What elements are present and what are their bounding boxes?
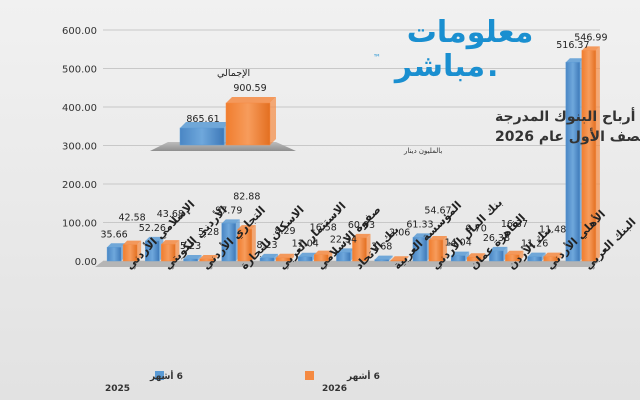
- logo-dot: .: [487, 49, 498, 84]
- inset-bar-2026: [226, 97, 276, 145]
- logo-line2: مباشر: [393, 49, 485, 84]
- bar-2025-front: [528, 257, 542, 261]
- logo: معلومات مباشر ™ .: [373, 15, 533, 84]
- y-tick-label: 100.00: [62, 219, 97, 230]
- chart-title-line1: أرباح البنوك المدرجة: [495, 107, 635, 125]
- inset-label-2025: 865.61: [186, 114, 219, 125]
- bar-2025-front: [260, 258, 274, 261]
- inset-bar-2026-side: [270, 97, 276, 145]
- legend-label-2026-line2: 2026: [322, 384, 347, 394]
- legend-label-2025-line1: 6 أشهر: [149, 370, 183, 382]
- bar-2025: [107, 243, 125, 261]
- legend-label-2025-line2: 2025: [105, 384, 130, 394]
- value-label-2026: 82.88: [233, 191, 260, 202]
- bar-2025: [375, 256, 393, 261]
- value-label-2026: 546.99: [574, 32, 607, 43]
- total-inset: الإجمالي 865.61 900.59: [150, 68, 296, 151]
- logo-line1: معلومات: [407, 15, 534, 50]
- inset-bar-2025: [180, 122, 230, 145]
- inset-label-2026: 900.59: [233, 83, 266, 94]
- inset-bar-2026-front: [226, 103, 270, 145]
- bar-2025-front: [375, 260, 389, 261]
- inset-title: الإجمالي: [217, 68, 250, 79]
- legend-swatch-2026: [305, 371, 314, 380]
- bar-2025-front: [298, 257, 312, 261]
- bar-2026-side: [596, 46, 600, 261]
- y-axis: 0.00 100.00 200.00 300.00 400.00 500.00 600.00: [62, 26, 97, 268]
- legend: 6 أشهر 2025 6 أشهر 2026: [60, 364, 440, 398]
- y-tick-label: 600.00: [62, 26, 97, 37]
- chart-title-line2: النصف الأول عام 2026: [495, 128, 640, 145]
- y-tick-label: 0.00: [75, 257, 97, 268]
- bar-2025-front: [107, 247, 121, 261]
- logo-trademark: ™: [373, 53, 381, 62]
- bar-2025-front: [184, 259, 198, 261]
- inset-bar-2026-top: [226, 97, 276, 103]
- y-tick-label: 300.00: [62, 142, 97, 153]
- legend-label-2026-line1: 6 أشهر: [346, 370, 380, 382]
- chart-unit: بالمليون دينار: [403, 147, 442, 155]
- chart-title: أرباح البنوك المدرجة النصف الأول عام 202…: [403, 107, 640, 155]
- y-tick-label: 200.00: [62, 180, 97, 191]
- y-tick-label: 500.00: [62, 65, 97, 76]
- inset-bar-2025-front: [180, 128, 224, 145]
- value-label-2025: 35.66: [101, 229, 128, 240]
- y-tick-label: 400.00: [62, 103, 97, 114]
